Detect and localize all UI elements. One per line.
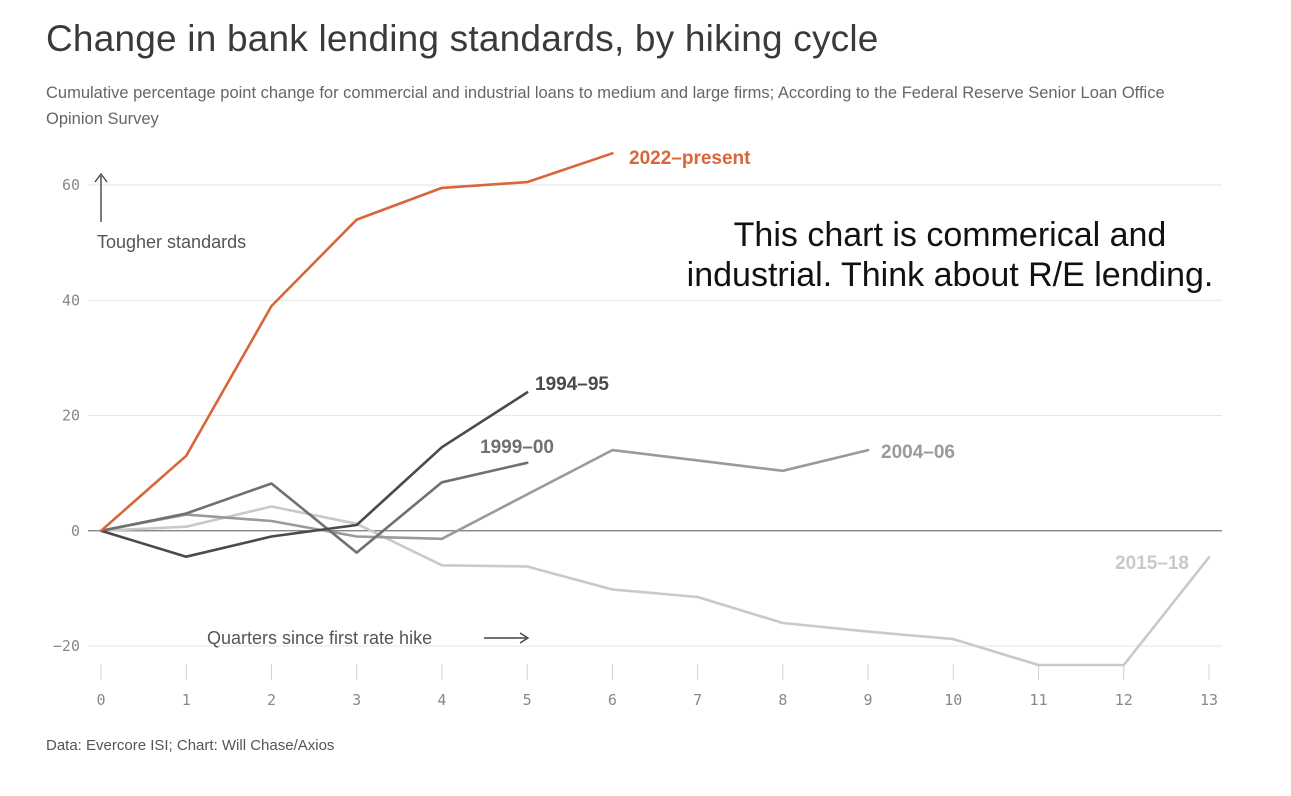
y-tick-label: 60: [62, 176, 80, 194]
x-tick-label: 1: [182, 691, 191, 709]
annotation-line-1: This chart is commerical and: [733, 216, 1167, 254]
x-tick-label: 7: [693, 691, 702, 709]
x-tick-label: 5: [523, 691, 532, 709]
x-tick-label: 9: [864, 691, 873, 709]
series-line-3: [99, 448, 870, 541]
series-label-4: 2015–18: [1115, 553, 1189, 574]
x-tick-label: 12: [1115, 691, 1133, 709]
chart-title: Change in bank lending standards, by hik…: [46, 18, 879, 59]
series-label-1: 1994–95: [535, 374, 609, 395]
series-label-2: 1999–00: [480, 437, 554, 458]
x-tick-label: 10: [944, 691, 962, 709]
y-tick-label: 40: [62, 291, 80, 309]
chart-subtitle: Cumulative percentage point change for c…: [46, 84, 1165, 128]
series-lines: [99, 152, 1211, 667]
x-tick-label: 13: [1200, 691, 1218, 709]
series-line-1: [99, 391, 529, 559]
x-tick-label: 6: [608, 691, 617, 709]
grid-lines: [88, 184, 1222, 647]
series-line-2: [99, 461, 529, 554]
series-labels: 2022–present 1994–95 1999–00 2004–06 2015–18: [480, 148, 1189, 574]
x-tick-label: 0: [96, 691, 105, 709]
x-tick-label: 2: [267, 691, 276, 709]
series-label-3: 2004–06: [881, 442, 955, 463]
x-axis-label: Quarters since first rate hike: [207, 628, 432, 648]
x-tick-label: 11: [1030, 691, 1048, 709]
series-line-0: [99, 152, 614, 533]
series-label-0: 2022–present: [629, 148, 751, 169]
x-arrow-head: [519, 632, 530, 644]
axis-notes: Tougher standards Quarters since first r…: [94, 172, 530, 648]
annotation-box: This chart is commerical and industrial.…: [660, 215, 1240, 295]
y-axis-label: Tougher standards: [97, 232, 246, 252]
y-ticks: 60 40 20 0 −20: [53, 176, 80, 655]
x-tick-label: 8: [778, 691, 787, 709]
y-tick-label: −20: [53, 637, 80, 655]
x-tick-label: 4: [437, 691, 446, 709]
y-tick-label: 20: [62, 407, 80, 425]
x-ticks: 0 1 2 3 4 5 6 7 8 9 10 11 12 13: [96, 664, 1218, 709]
y-arrow-head: [94, 172, 108, 183]
source-note: Data: Evercore ISI; Chart: Will Chase/Ax…: [46, 737, 335, 754]
series-line-4: [99, 505, 1211, 667]
annotation-line-2: industrial. Think about R/E lending.: [686, 256, 1214, 294]
x-tick-label: 3: [352, 691, 361, 709]
y-tick-label: 0: [71, 522, 80, 540]
